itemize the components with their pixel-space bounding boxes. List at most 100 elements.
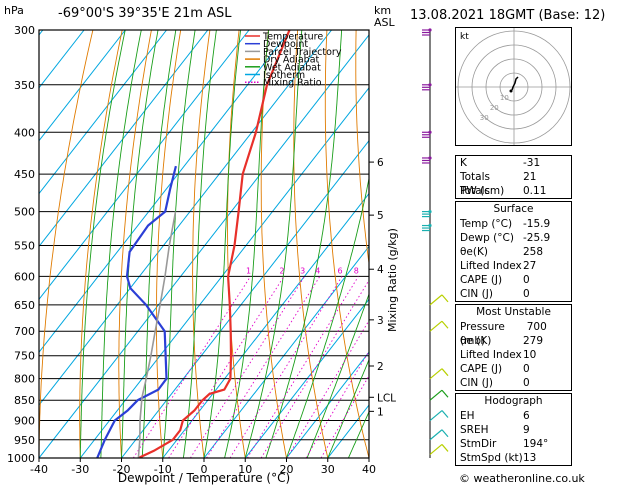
location-title: -69°00'S 39°35'E 21m ASL bbox=[58, 6, 232, 21]
wind-barb-dot bbox=[428, 156, 432, 160]
wind-barb-dot bbox=[428, 83, 432, 87]
pressure-unit-label: hPa bbox=[4, 4, 24, 17]
mixing-ratio-line bbox=[320, 374, 369, 458]
x-tick-label: 20 bbox=[280, 463, 294, 476]
unstable-label: Pressure (mb) bbox=[460, 321, 505, 347]
legend-label: Dewpoint bbox=[263, 39, 308, 50]
pressure-tick-label: 450 bbox=[14, 168, 35, 181]
surface-title: Surface bbox=[493, 203, 534, 215]
pressure-tick-label: 800 bbox=[14, 373, 35, 386]
mixing-ratio-line bbox=[190, 276, 305, 458]
most-unstable-title: Most Unstable bbox=[476, 306, 551, 318]
index-label: Totals Totals bbox=[460, 171, 490, 197]
dry-adiabat bbox=[155, 30, 182, 458]
legend-label: Dry Adiabat bbox=[263, 55, 320, 66]
mixing-ratio-tick-label: 6 bbox=[337, 266, 342, 275]
dewpoint-profile bbox=[96, 165, 177, 458]
wind-barb bbox=[441, 444, 449, 452]
isotherm-line bbox=[39, 30, 85, 89]
most-unstable-table: Most Unstable Pressure (mb) 700 θe (K) 279 L… bbox=[455, 304, 572, 391]
hodo-stat-label: StmSpd (kt) bbox=[460, 452, 523, 464]
pressure-tick-label: 350 bbox=[14, 79, 35, 92]
surface-table: Surface Temp (°C) -15.9 Dewp (°C) -25.9 θe(K… bbox=[455, 201, 572, 302]
hodo-stat-label: SREH bbox=[460, 424, 489, 436]
hodo-stat-label: EH bbox=[460, 410, 475, 422]
copyright-text: © weatheronline.co.uk bbox=[459, 472, 585, 485]
wind-barb bbox=[441, 294, 449, 303]
unstable-row: CAPE (J) 0 bbox=[456, 362, 571, 376]
unstable-row: Lifted Index 10 bbox=[456, 348, 571, 362]
legend-label: Temperature bbox=[262, 32, 323, 43]
km-label: km bbox=[374, 4, 392, 17]
wet-adiabat bbox=[141, 30, 177, 458]
mixing-ratio-tick-label: 1 bbox=[246, 266, 251, 275]
mixing-ratio-tick-label: 4 bbox=[315, 266, 320, 275]
hodograph-ring-label: 20 bbox=[490, 104, 499, 112]
mixing-ratio-line bbox=[168, 276, 285, 458]
surface-value: -15.9 bbox=[523, 218, 551, 230]
wet-adiabat bbox=[203, 30, 242, 458]
x-tick-label: -10 bbox=[154, 463, 172, 476]
x-axis-label: Dewpoint / Temperature (°C) bbox=[118, 471, 290, 485]
height-tick-label: LCL bbox=[377, 392, 396, 404]
unstable-label: CAPE (J) bbox=[460, 363, 503, 375]
mixing-ratio-tick-label: 3 bbox=[300, 266, 305, 275]
isotherm-line bbox=[79, 86, 369, 458]
hodo-stat-row: StmSpd (kt) 13 bbox=[456, 451, 571, 465]
hodograph-stats-table: Hodograph EH 6 SREH 9 StmDir 194° StmSpd (kt) 1… bbox=[455, 393, 572, 466]
x-tick-label: 0 bbox=[201, 463, 208, 476]
wind-barb bbox=[441, 410, 449, 418]
index-label: PW (cm) bbox=[460, 185, 505, 197]
wind-barb-dot bbox=[428, 223, 432, 228]
surface-row: CAPE (J) 0 bbox=[456, 273, 571, 287]
wet-adiabat bbox=[306, 292, 369, 458]
indices-table: K -31 Totals Totals 21 PW (cm) 0.11 bbox=[455, 155, 572, 199]
parcel-trajectory-profile bbox=[137, 211, 177, 458]
wet-adiabat bbox=[265, 30, 343, 458]
wet-adiabat bbox=[286, 176, 369, 458]
unstable-value: 279 bbox=[523, 335, 544, 347]
index-row: PW (cm) 0.11 bbox=[456, 184, 571, 198]
hodo-stat-value: 194° bbox=[523, 438, 549, 450]
wind-barb bbox=[441, 389, 449, 398]
wind-barb-dot bbox=[428, 28, 432, 32]
pressure-tick-label: 500 bbox=[14, 206, 35, 219]
height-tick-label: 3 bbox=[377, 315, 384, 327]
hodo-stat-value: 6 bbox=[523, 410, 530, 422]
x-tick-label: 40 bbox=[362, 463, 376, 476]
unstable-row: θe (K) 279 bbox=[456, 334, 571, 348]
isotherm-line bbox=[39, 30, 209, 248]
index-value: 21 bbox=[523, 171, 537, 183]
wet-adiabat bbox=[327, 358, 369, 458]
hodograph-ring-label: 10 bbox=[500, 94, 509, 102]
wet-adiabat bbox=[182, 30, 217, 458]
surface-label: θe(K) bbox=[460, 246, 488, 258]
pressure-tick-label: 750 bbox=[14, 350, 35, 363]
wet-adiabat bbox=[347, 410, 369, 458]
surface-value: 27 bbox=[523, 260, 537, 272]
hodograph-trace bbox=[511, 76, 519, 91]
mixing-ratio-line bbox=[229, 276, 343, 458]
mixing-ratio-line bbox=[286, 319, 369, 458]
isotherm-line bbox=[39, 34, 369, 458]
hodo-stat-value: 9 bbox=[523, 424, 530, 436]
datetime-title: 13.08.2021 18GMT (Base: 12) bbox=[410, 8, 606, 23]
surface-row: Dewp (°C) -25.9 bbox=[456, 231, 571, 245]
legend-label: Parcel Trajectory bbox=[263, 47, 342, 58]
x-tick-label: -30 bbox=[71, 463, 89, 476]
unstable-row: Pressure (mb) 700 bbox=[456, 320, 571, 347]
wind-barb bbox=[441, 320, 449, 329]
wet-adiabat bbox=[79, 30, 126, 458]
isotherm-line bbox=[286, 351, 369, 458]
skewt-diagram: 1 2 3 4 6 83003504004505005506006507007508008… bbox=[7, 24, 449, 485]
pressure-tick-label: 400 bbox=[14, 126, 35, 139]
isotherm-line bbox=[162, 192, 369, 458]
mixing-ratio-line bbox=[206, 276, 321, 458]
legend-label: Wet Adiabat bbox=[263, 62, 321, 73]
mixing-ratio-tick-label: 8 bbox=[354, 266, 359, 275]
legend-label: Mixing Ratio bbox=[263, 78, 322, 89]
isotherm-line bbox=[39, 30, 126, 142]
height-tick-label: 6 bbox=[377, 157, 384, 169]
surface-value: 0 bbox=[523, 274, 530, 286]
